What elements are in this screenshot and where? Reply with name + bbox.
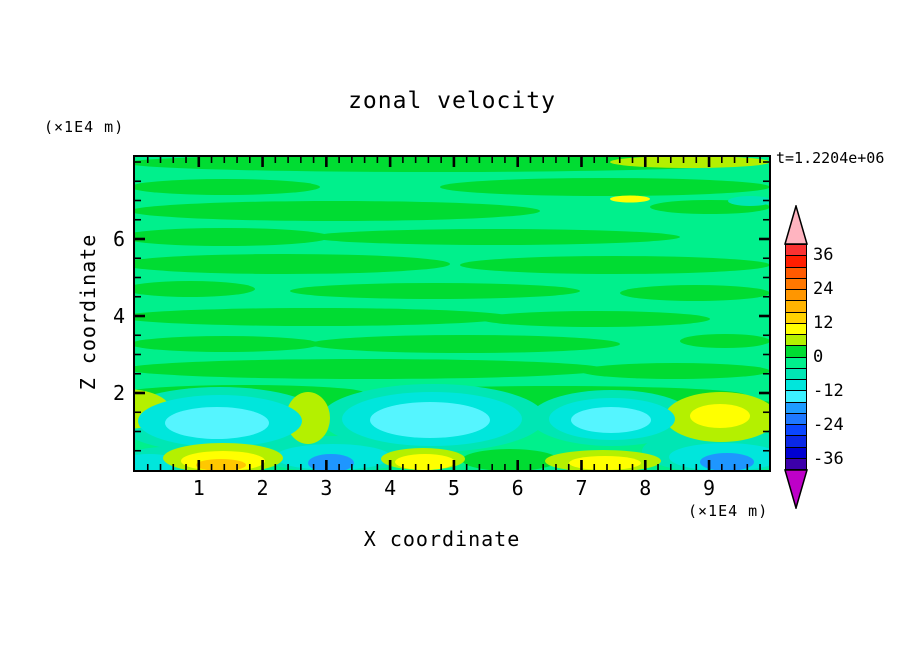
colorbar: [785, 244, 807, 470]
chart-title: zonal velocity: [348, 88, 556, 114]
z-tick-label: 2: [112, 381, 125, 405]
x-tick-label: 7: [575, 476, 588, 500]
colorbar-label: 24: [813, 279, 834, 300]
plot-area: [133, 155, 771, 472]
colorbar-label: -36: [813, 448, 844, 469]
x-tick-label: 6: [511, 476, 524, 500]
colorbar-over-arrow: [784, 205, 808, 245]
axis-ticks: [135, 157, 769, 470]
x-tick-label: 9: [703, 476, 716, 500]
colorbar-label: 12: [813, 313, 834, 334]
colorbar-label: 0: [813, 347, 824, 367]
z-tick-label: 4: [112, 304, 125, 328]
x-tick-label: 5: [447, 476, 460, 500]
x-tick-label: 8: [639, 476, 652, 500]
z-axis-unit-label: (×1E4 m): [44, 118, 125, 136]
x-tick-label: 2: [256, 476, 269, 500]
z-tick-label: 6: [112, 227, 125, 251]
x-tick-label: 3: [320, 476, 333, 500]
time-annotation: t=1.2204e+06: [776, 149, 885, 167]
x-axis-unit-label: (×1E4 m): [688, 502, 769, 520]
colorbar-under-arrow: [784, 469, 808, 509]
x-tick-label: 4: [384, 476, 397, 500]
colorbar-label: -24: [813, 414, 844, 435]
x-axis-title: X coordinate: [363, 527, 521, 551]
contour-field: [135, 157, 769, 470]
colorbar-label: -12: [813, 380, 844, 401]
colorbar-label: 36: [813, 245, 834, 266]
x-tick-label: 1: [192, 476, 205, 500]
